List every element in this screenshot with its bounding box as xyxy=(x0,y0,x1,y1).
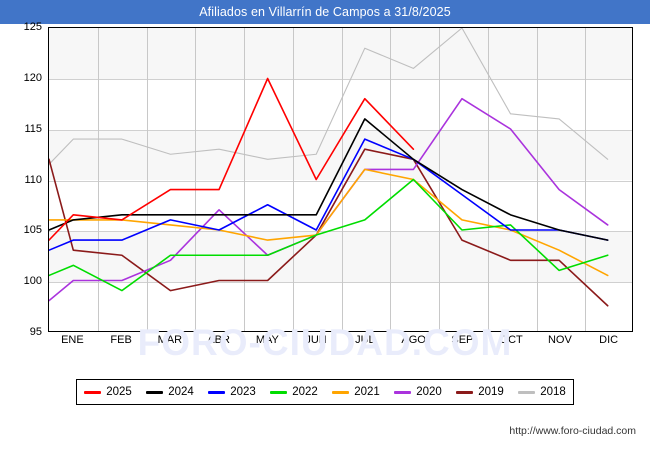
legend-item-2022[interactable]: 2022 xyxy=(270,386,318,398)
y-tick-label: 120 xyxy=(23,71,42,84)
legend-swatch-icon xyxy=(456,390,474,394)
legend-label: 2023 xyxy=(230,386,256,398)
x-tick-label: MAY xyxy=(255,334,279,346)
gridline-vertical xyxy=(536,28,538,331)
gridline-vertical xyxy=(487,28,489,331)
legend-item-2018[interactable]: 2018 xyxy=(518,386,566,398)
x-tick-label: MAR xyxy=(157,334,183,346)
x-tick-label: AGO xyxy=(401,334,426,346)
plot-area xyxy=(48,27,633,332)
series-line-2024 xyxy=(49,118,609,241)
x-tick-label: DIC xyxy=(599,334,619,346)
legend-swatch-icon xyxy=(146,390,164,394)
gridline-horizontal xyxy=(49,78,632,80)
x-axis-labels: ENE FEB MAR ABR MAY JUN JUL AGO SEP OCT NOV DIC xyxy=(48,334,633,352)
series-line-2023 xyxy=(49,138,609,251)
legend-swatch-icon xyxy=(84,390,102,394)
gridline-vertical xyxy=(585,28,587,331)
gridline-vertical xyxy=(341,28,343,331)
source-url: http://www.foro-ciudad.com xyxy=(509,425,636,437)
gridline-vertical xyxy=(195,28,197,331)
gridline-vertical xyxy=(244,28,245,331)
legend-swatch-icon xyxy=(270,390,288,394)
series-line-2022 xyxy=(49,178,609,292)
legend-item-2025[interactable]: 2025 xyxy=(84,386,132,398)
gridline-vertical xyxy=(146,28,148,331)
gridline-vertical xyxy=(292,28,294,331)
x-tick-label: OCT xyxy=(499,334,523,346)
legend-label: 2021 xyxy=(354,386,380,398)
x-tick-label: ABR xyxy=(207,334,230,346)
y-tick-label: 110 xyxy=(24,173,42,186)
gridline-vertical xyxy=(97,28,99,331)
gridline-vertical xyxy=(439,28,440,331)
gridline-horizontal xyxy=(49,129,632,131)
series-lines xyxy=(49,28,609,307)
legend-item-2019[interactable]: 2019 xyxy=(456,386,504,398)
window-title-bar: Afiliados en Villarrín de Campos a 31/8/… xyxy=(0,0,650,24)
legend-item-2023[interactable]: 2023 xyxy=(208,386,256,398)
x-tick-label: JUN xyxy=(305,334,327,346)
legend-label: 2018 xyxy=(540,386,566,398)
y-tick-label: 95 xyxy=(29,326,42,338)
legend-item-2020[interactable]: 2020 xyxy=(394,386,442,398)
legend-label: 2019 xyxy=(478,386,504,398)
gridline-vertical xyxy=(390,28,392,331)
legend-item-2024[interactable]: 2024 xyxy=(146,386,194,398)
plot-band xyxy=(49,28,632,79)
x-tick-label: SEP xyxy=(451,334,474,346)
series-line-2018 xyxy=(49,28,609,165)
legend-swatch-icon xyxy=(518,390,536,394)
x-tick-label: FEB xyxy=(110,334,132,346)
legend-label: 2024 xyxy=(168,386,194,398)
legend-item-2021[interactable]: 2021 xyxy=(332,386,380,398)
legend-label: 2020 xyxy=(416,386,442,398)
y-tick-label: 100 xyxy=(23,275,42,288)
x-tick-label: NOV xyxy=(547,334,572,346)
x-tick-label: JUL xyxy=(355,334,375,346)
legend-label: 2025 xyxy=(106,386,132,398)
y-axis-labels: 95 100 105 110 115 120 125 xyxy=(0,21,46,338)
gridline-horizontal xyxy=(49,231,632,233)
gridline-horizontal xyxy=(49,282,632,284)
y-tick-label: 105 xyxy=(23,224,42,237)
legend-swatch-icon xyxy=(394,390,412,394)
y-tick-label: 125 xyxy=(23,21,42,33)
y-tick-label: 115 xyxy=(24,122,42,135)
legend-label: 2022 xyxy=(292,386,318,398)
page-title: Afiliados en Villarrín de Campos a 31/8/… xyxy=(199,5,451,19)
gridline-horizontal xyxy=(49,180,632,182)
chart-legend[interactable]: 2025 2024 2023 2022 2021 2020 2019 2018 xyxy=(76,379,574,405)
legend-swatch-icon xyxy=(208,390,226,394)
series-line-2025 xyxy=(49,77,415,241)
legend-swatch-icon xyxy=(332,390,350,394)
x-tick-label: ENE xyxy=(61,334,84,346)
